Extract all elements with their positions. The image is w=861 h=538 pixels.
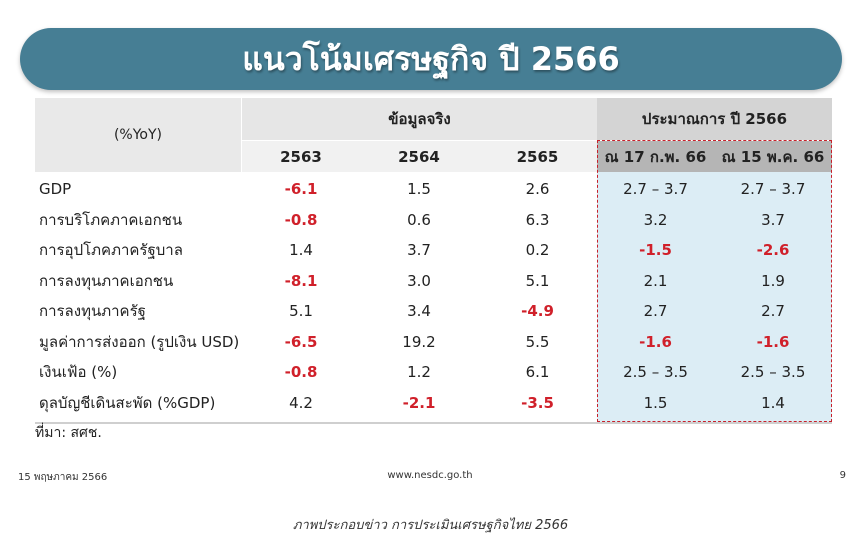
table-cell: 19.2 (402, 332, 436, 351)
table-cell: -2.6 (756, 241, 790, 260)
table-cell: 0.2 (525, 241, 550, 260)
row-label: การบริโภคภาคเอกชน (39, 210, 183, 229)
table-cell: -0.8 (284, 363, 318, 382)
group-header: ประมาณการ ปี 2566 (641, 110, 788, 128)
table-cell: -6.1 (284, 180, 318, 199)
header-bg (597, 140, 832, 172)
table-cell: 1.5 (407, 180, 431, 199)
table-cell: 2.7 – 3.7 (740, 180, 806, 199)
source-note: ที่มา: สศช. (35, 425, 102, 441)
row-label: การลงทุนภาครัฐ (39, 302, 146, 321)
table-cell: 2.1 (643, 271, 668, 290)
footer-url: www.nesdc.go.th (387, 470, 473, 481)
table-cell: -0.8 (284, 210, 318, 229)
table-cell: -3.5 (521, 393, 554, 412)
table-cell: 2.7 (643, 302, 668, 321)
table-cell: -1.6 (756, 332, 790, 351)
table-cell: 6.1 (525, 363, 550, 382)
header-bg (597, 98, 832, 140)
column-header: 2564 (360, 140, 478, 172)
row-label: เงินเฟ้อ (%) (39, 363, 118, 382)
table-cell: -2.1 (402, 393, 436, 412)
table-cell: 3.7 (407, 241, 431, 260)
page-number: 9 (839, 470, 846, 481)
group-header: ข้อมูลจริง (388, 110, 451, 128)
row-label: การอุปโภคภาครัฐบาล (39, 241, 183, 260)
table-cell: 2.5 – 3.5 (740, 363, 806, 382)
table-cell: 1.2 (407, 363, 431, 382)
table: (%YoY) ข้อมูลจริง ประมาณการ ปี 2566 2563 256… (35, 98, 832, 424)
table-cell: 3.4 (407, 302, 431, 321)
caption: ภาพประกอบข่าว การประเมินเศรษฐกิจไทย 2566 (292, 518, 569, 533)
table-cell: 0.6 (407, 210, 431, 229)
table-cell: 3.2 (643, 210, 668, 229)
table-cell: 5.1 (289, 302, 313, 321)
table-bottom-rule (35, 422, 832, 424)
table-cell: -1.5 (639, 241, 672, 260)
table-cell: 1.9 (761, 271, 785, 290)
corner-cell: (%YoY) (35, 98, 242, 172)
table-cell: -8.1 (284, 271, 318, 290)
table-cell: 2.6 (525, 180, 550, 199)
table-cell: 6.3 (525, 210, 550, 229)
table-cell: 3.7 (761, 210, 785, 229)
table-cell: 2.5 – 3.5 (623, 363, 688, 382)
table-cell: 2.7 – 3.7 (623, 180, 688, 199)
row-label: มูลค่าการส่งออก (รูปเงิน USD) (39, 332, 240, 351)
table-cell: -4.9 (521, 302, 554, 321)
table-cell: 1.5 (643, 393, 668, 412)
column-header: 2565 (478, 140, 597, 172)
forecast-bg (597, 172, 832, 422)
table-cell: 4.2 (289, 393, 313, 412)
table-cell: -6.5 (284, 332, 318, 351)
row-label: ดุลบัญชีเดินสะพัด (%GDP) (39, 393, 216, 412)
table-cell: 1.4 (761, 393, 785, 412)
table-cell: 3.0 (407, 271, 431, 290)
slide-title: แนวโน้มเศรษฐกิจ ปี 2566 (242, 39, 620, 78)
table-cell: 5.1 (525, 271, 550, 290)
title-banner: แนวโน้มเศรษฐกิจ ปี 2566 (20, 28, 842, 90)
table-cell: 1.4 (289, 241, 313, 260)
table-cell: 5.5 (525, 332, 550, 351)
header-bg (242, 140, 597, 172)
column-header: 2563 (242, 140, 360, 172)
row-label: การลงทุนภาคเอกชน (39, 271, 174, 290)
forecast-frame (597, 140, 832, 422)
table-cell: 2.7 (761, 302, 785, 321)
row-label: GDP (39, 180, 72, 199)
footer-date: 15 พฤษภาคม 2566 (18, 472, 108, 483)
table-cell: -1.6 (639, 332, 672, 351)
